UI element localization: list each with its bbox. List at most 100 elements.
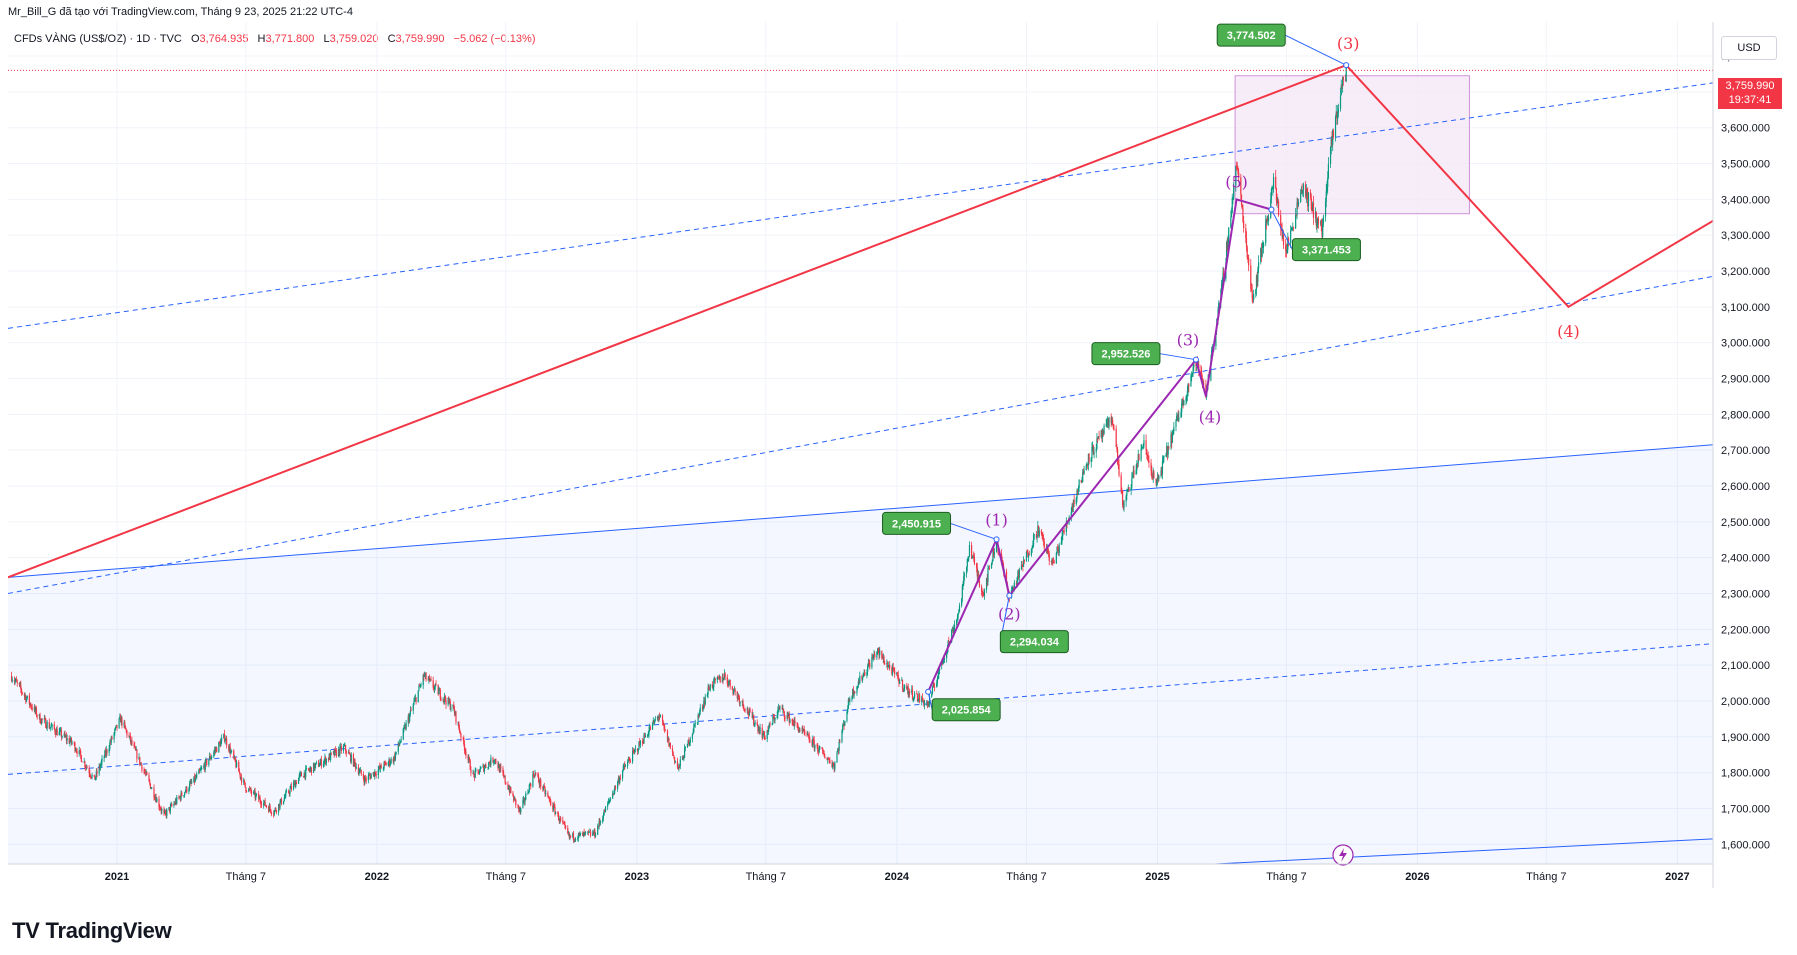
candle-body <box>208 755 211 760</box>
candle-body <box>726 677 728 684</box>
candle-body <box>1305 189 1307 197</box>
candle-body <box>26 695 28 699</box>
candle-body <box>841 730 843 742</box>
candle-body <box>911 689 914 699</box>
candle-body <box>1287 238 1290 243</box>
candle-body <box>1334 116 1337 138</box>
candle-body <box>807 734 810 736</box>
candle-body <box>1081 481 1083 483</box>
candle-body <box>656 716 659 720</box>
candle-body <box>345 750 347 754</box>
candle-body <box>113 732 115 740</box>
candle-body <box>552 805 554 810</box>
candle-body <box>597 826 600 827</box>
candle-body <box>896 672 899 675</box>
candle-body <box>248 788 250 792</box>
candle-body <box>981 592 983 594</box>
candle-body <box>708 687 710 690</box>
candle-body <box>684 746 686 749</box>
minor-wave-label: (1) <box>985 510 1008 529</box>
candle-body <box>931 693 933 697</box>
candle-body <box>1057 549 1060 554</box>
candle-body <box>398 742 400 745</box>
candle-body <box>649 727 651 731</box>
candle-body <box>439 689 441 699</box>
candle-body <box>1122 505 1124 508</box>
candle-body <box>483 765 485 772</box>
candle-body <box>103 757 105 759</box>
candle-body <box>1240 177 1242 195</box>
candle-body <box>368 774 370 776</box>
candle-body <box>985 578 988 590</box>
candle-body <box>74 742 76 751</box>
candle-body <box>852 689 854 696</box>
candle-body <box>390 758 392 763</box>
candle-body <box>562 822 565 824</box>
candle-body <box>21 692 23 694</box>
candle-body <box>1317 218 1319 221</box>
candle-body <box>448 701 451 703</box>
candle-body <box>1275 188 1278 201</box>
candle-body <box>1112 419 1114 425</box>
candle-body <box>719 676 721 683</box>
candle-body <box>378 766 380 770</box>
candle-body <box>70 737 72 742</box>
candle-body <box>55 732 57 735</box>
candle-body <box>485 765 487 768</box>
candle-body <box>1296 202 1298 215</box>
candle-body <box>423 674 425 677</box>
candle-body <box>523 798 525 802</box>
candle-body <box>1135 469 1137 475</box>
price-callout-box <box>882 511 952 535</box>
candle-body <box>1256 275 1258 282</box>
candle-body <box>721 676 723 683</box>
candle-body <box>1063 531 1065 533</box>
candle-body <box>1047 546 1049 553</box>
currency-button[interactable]: USD <box>1721 36 1777 60</box>
symbol-label[interactable]: CFDs VÀNG (US$/OZ) · 1D · TVC <box>14 33 182 45</box>
candle-body <box>505 782 507 784</box>
candle-body <box>156 798 158 803</box>
candle-body <box>114 726 117 730</box>
candle-body <box>941 662 944 665</box>
candle-body <box>64 733 66 737</box>
candle-body <box>211 756 213 758</box>
close-value: 3,759.990 <box>395 33 445 45</box>
change-value: −5.062 (−0.13%) <box>453 33 536 45</box>
candle-body <box>283 800 285 805</box>
candle-body <box>99 765 102 768</box>
candle-body <box>714 678 716 681</box>
candle-body <box>938 670 940 675</box>
candle-body <box>15 679 17 681</box>
callout-anchor <box>1006 592 1013 599</box>
candle-body <box>174 803 176 805</box>
candle-body <box>205 759 207 761</box>
candle-body <box>289 788 291 794</box>
candle-body <box>887 665 889 667</box>
candle-body <box>180 792 182 800</box>
candle-body <box>1111 419 1113 424</box>
candle-body <box>324 757 326 761</box>
candle-body <box>29 703 31 705</box>
candle-body <box>1065 521 1067 532</box>
candle-body <box>562 819 564 823</box>
candle-body <box>654 719 656 721</box>
candle-body <box>1082 471 1084 482</box>
price-callout-box <box>1291 238 1361 262</box>
candle-body <box>1192 367 1194 373</box>
y-tick-label: 3,500.000 <box>1721 159 1770 171</box>
candle-body <box>420 685 422 686</box>
candle-body <box>933 686 936 688</box>
candle-body <box>834 762 836 769</box>
tradingview-brand[interactable]: TV TradingView <box>12 918 172 944</box>
x-tick-label: 2027 <box>1665 871 1689 883</box>
candle-body <box>1080 479 1082 483</box>
major-wave-line <box>8 63 1713 579</box>
candle-body <box>647 734 649 736</box>
candle-body <box>379 765 382 769</box>
open-value: 3,764.935 <box>199 33 249 45</box>
y-tick-label: 2,600.000 <box>1721 481 1770 493</box>
candle-body <box>1218 303 1220 310</box>
candle-body <box>1297 202 1299 205</box>
